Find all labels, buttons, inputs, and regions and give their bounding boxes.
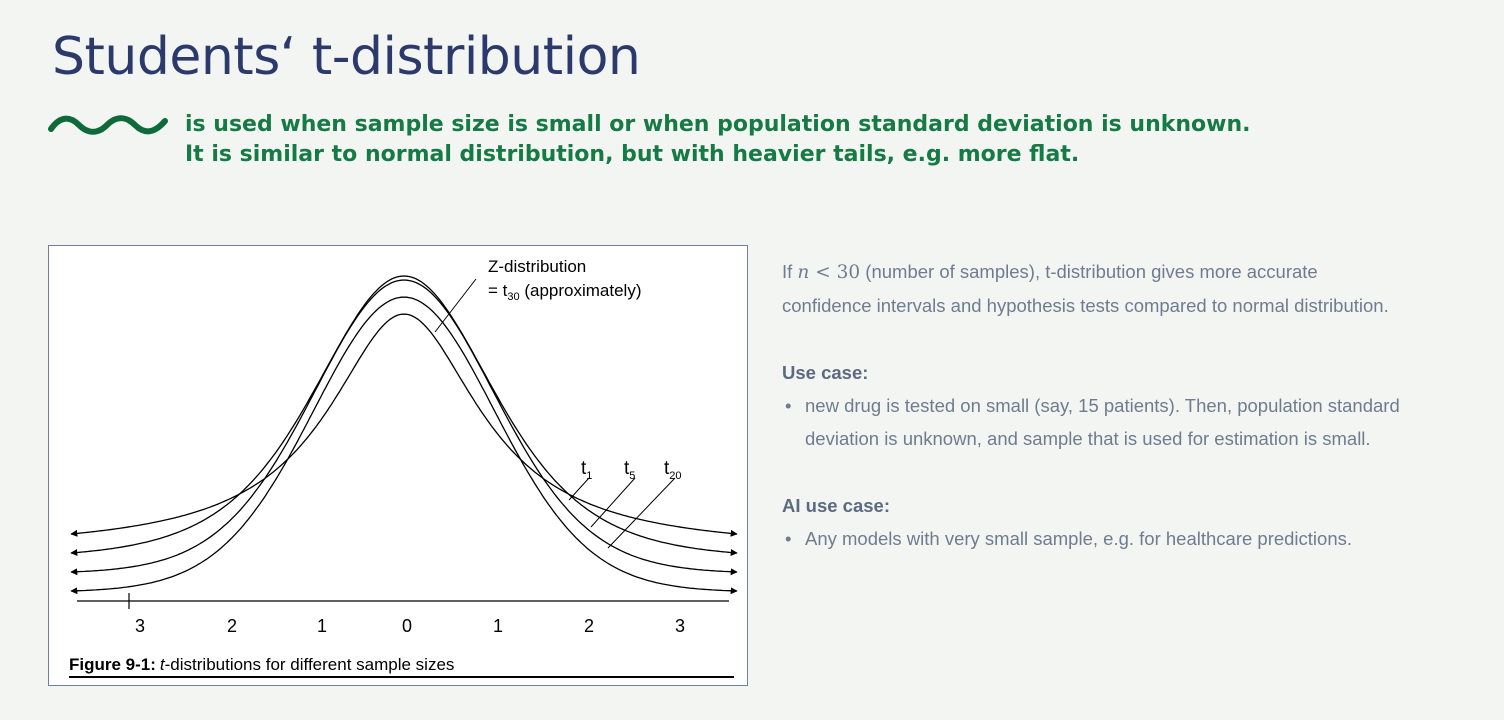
t5-label: t5 xyxy=(624,458,635,482)
curve-t5 xyxy=(70,275,738,557)
t1-label: t1 xyxy=(581,458,592,482)
subtitle: is used when sample size is small or whe… xyxy=(185,110,1251,170)
curve-t30 xyxy=(70,296,738,595)
intro-paragraph: If n < 30 (number of samples), t-distrib… xyxy=(782,261,1389,316)
subtitle-line-1: is used when sample size is small or whe… xyxy=(185,112,1251,137)
z-distribution-leader xyxy=(434,278,477,333)
subtitle-line-2: It is similar to normal distribution, bu… xyxy=(185,142,1080,167)
x-tick-label: 1 xyxy=(493,616,503,636)
z-distribution-label: Z-distribution xyxy=(488,257,586,276)
x-tick-label: 3 xyxy=(675,616,685,636)
t20-label: t20 xyxy=(664,458,682,482)
n-less-than-30: n < 30 xyxy=(797,262,861,283)
t-distribution-chart: 3 2 1 0 1 2 3 Z-distribution = t30 (approximat… xyxy=(69,257,738,678)
figure-caption: Figure 9-1: t-distributions for different… xyxy=(69,655,454,674)
ai-use-case-heading: AI use case: xyxy=(782,495,890,516)
t1-leader xyxy=(568,477,590,501)
wave-icon xyxy=(48,115,168,135)
t30-approx-label: = t30 (approximately) xyxy=(488,281,642,303)
use-case-heading: Use case: xyxy=(782,362,869,383)
t5-leader xyxy=(590,477,636,528)
ai-use-case-list: Any models with very small sample, e.g. … xyxy=(782,522,1497,555)
x-tick-label: 2 xyxy=(227,616,237,636)
use-case-list: new drug is tested on small (say, 15 pat… xyxy=(782,389,1497,455)
list-item: new drug is tested on small (say, 15 pat… xyxy=(782,389,1497,455)
curve-t1 xyxy=(70,313,738,537)
figure-t-distributions: 3 2 1 0 1 2 3 Z-distribution = t30 (approximat… xyxy=(48,245,748,686)
x-tick-label: 3 xyxy=(135,616,145,636)
x-tick-label: 0 xyxy=(402,616,412,636)
slide-title: Students‘ t-distribution xyxy=(52,27,641,87)
explanation-panel: If n < 30 (number of samples), t-distrib… xyxy=(782,255,1497,555)
curve-t20 xyxy=(70,279,738,576)
t20-leader xyxy=(607,477,676,549)
list-item: Any models with very small sample, e.g. … xyxy=(782,522,1497,555)
x-tick-label: 2 xyxy=(584,616,594,636)
x-tick-label: 1 xyxy=(317,616,327,636)
